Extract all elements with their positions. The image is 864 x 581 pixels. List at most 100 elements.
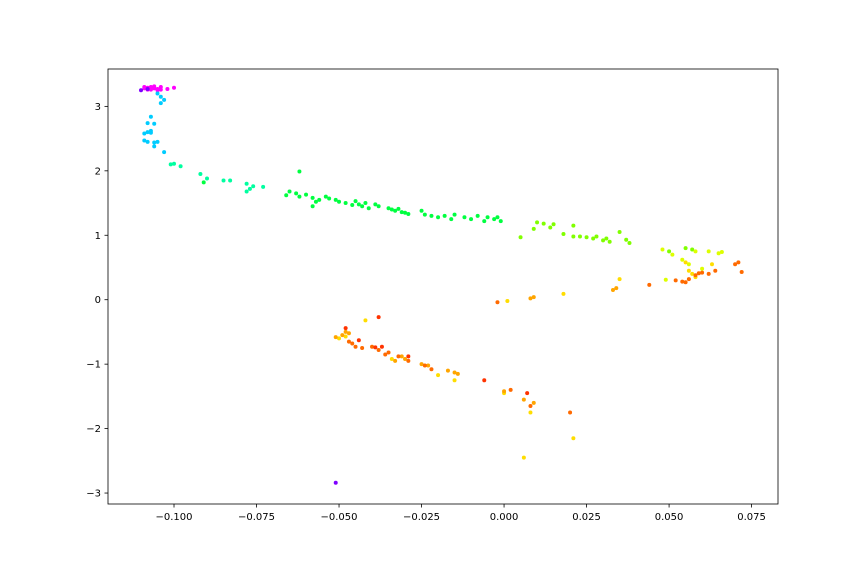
scatter-point-4-14 [343,201,348,206]
scatter-point-8-12 [531,295,536,300]
scatter-point-4-21 [373,202,378,207]
x-tick-label: 0.075 [737,512,766,523]
scatter-point-5-5 [551,222,556,227]
scatter-point-5-17 [624,237,629,242]
scatter-point-9-18 [376,347,381,352]
scatter-point-6-3 [686,262,691,267]
scatter-point-8-6 [403,357,408,361]
scatter-point-4-24 [389,207,394,212]
scatter-point-8-3 [343,329,348,334]
y-axis-ticks: −3 −2 −1 0 1 2 3 [86,102,108,500]
scatter-point-9-6 [713,268,718,273]
scatter-point-2-5 [148,130,153,135]
scatter-point-4-45 [310,204,315,209]
scatter-point-3-2 [178,164,183,169]
scatter-point-3-9 [251,184,256,189]
scatter-point-3-1 [172,161,177,166]
scatter-point-0-13 [158,87,163,92]
scatter-point-4-22 [376,204,381,209]
scatter-point-9-13 [353,344,358,349]
scatter-point-5-12 [594,234,599,239]
scatter-point-4-17 [356,202,361,207]
scatter-point-3-6 [228,178,233,183]
scatter-point-8-0 [340,333,345,338]
x-tick-label: 0.000 [490,512,519,523]
scatter-point-2-7 [145,139,150,144]
scatter-point-4-43 [498,219,503,224]
scatter-point-7-10 [436,373,441,378]
scatter-point-3-4 [205,176,210,181]
scatter-point-0-5 [152,84,157,89]
scatter-point-10-7 [525,391,530,396]
scatter-point-9-19 [383,352,388,357]
scatter-point-10-6 [482,378,487,383]
scatter-point-6-1 [670,252,675,257]
scatter-point-9-12 [495,300,500,305]
scatter-point-2-12 [158,94,163,99]
scatter-point-5-11 [591,236,596,241]
scatter-point-1-0 [139,88,143,93]
scatter-point-6-2 [680,257,685,262]
scatter-point-10-0 [343,326,348,331]
scatter-point-5-8 [571,234,576,239]
scatter-point-4-15 [350,202,355,207]
scatter-point-3-10 [261,184,266,189]
x-tick-label: −0.050 [321,512,358,523]
scatter-point-7-16 [343,334,348,339]
scatter-point-9-25 [568,410,573,415]
scatter-point-6-9 [663,277,668,282]
scatter-point-0-8 [148,87,153,92]
scatter-point-4-29 [406,212,411,216]
scatter-point-9-23 [422,363,427,368]
scatter-point-7-17 [337,336,342,341]
scatter-point-5-6 [561,231,566,236]
scatter-point-7-1 [686,268,691,273]
y-tick-label: 0 [95,295,101,306]
scatter-point-4-31 [422,212,427,217]
scatter-point-9-2 [686,277,691,282]
scatter-point-1-1 [145,86,150,91]
scatter-point-7-6 [505,299,510,303]
scatter-point-7-0 [683,260,688,265]
scatter-point-4-13 [337,199,342,204]
y-tick-label: −3 [86,489,101,500]
scatter-point-4-11 [327,196,332,201]
scatter-point-8-5 [399,354,404,359]
scatter-point-1-2 [333,480,338,485]
scatter-point-5-3 [541,221,546,226]
scatter-point-7-7 [617,277,622,282]
scatter-point-8-17 [531,400,536,405]
scatter-point-4-33 [436,215,441,220]
x-axis-ticks: −0.100 −0.075 −0.050 −0.025 0.000 0.025 0.050 0… [156,504,766,523]
scatter-point-2-2 [152,121,157,126]
scatter-point-2-10 [155,139,160,144]
scatter-point-2-16 [162,150,167,155]
scatter-point-4-37 [462,215,467,220]
scatter-point-10-4 [379,344,384,349]
y-tick-label: −2 [86,424,101,435]
scatter-point-9-15 [346,339,351,344]
scatter-point-2-13 [158,101,163,106]
scatter-point-4-18 [360,204,365,209]
scatter-point-7-15 [521,455,526,460]
scatter-point-5-21 [667,249,672,254]
scatter-point-4-0 [201,180,206,185]
scatter-point-3-0 [168,162,173,167]
scatter-point-5-16 [617,230,622,235]
scatter-point-8-2 [333,335,338,340]
scatter-point-5-18 [627,241,632,245]
x-tick-label: 0.050 [655,512,684,523]
scatter-point-8-18 [502,389,507,394]
scatter-point-4-9 [317,197,322,202]
scatter-point-9-9 [739,270,744,274]
y-tick-label: 1 [95,231,101,242]
scatter-point-8-9 [452,370,457,375]
scatter-point-4-35 [449,217,454,222]
scatter-point-6-5 [700,266,705,271]
y-tick-label: 3 [95,102,101,113]
scatter-point-4-32 [429,213,434,218]
scatter-point-4-23 [386,206,391,211]
scatter-point-0-10 [172,85,177,90]
scatter-point-5-9 [577,234,582,239]
scatter-point-8-13 [610,288,615,293]
